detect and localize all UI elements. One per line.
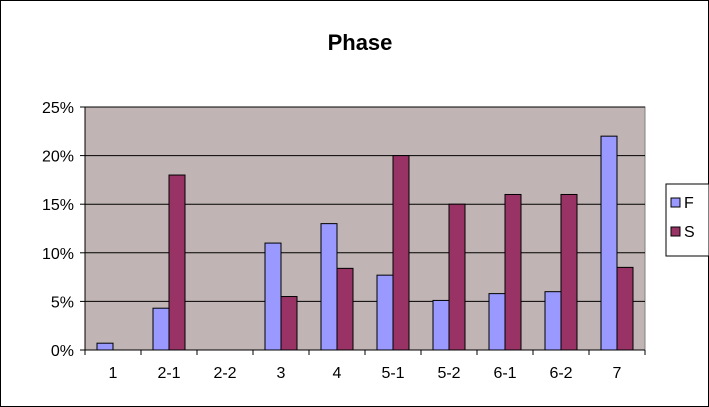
- x-axis-ticks: 1 2-1 2-2 3 4 5-1 5-2 6-1 6-2 7: [84, 350, 646, 382]
- x-tick-label: 1: [109, 365, 118, 382]
- bar-f-6-1: [488, 293, 506, 351]
- y-axis-ticks: 0% 5% 10% 15% 20% 25%: [42, 100, 85, 360]
- bar-s-5-2: [448, 203, 466, 351]
- legend-swatch-s: [670, 226, 681, 237]
- y-tick-label: 20%: [42, 149, 74, 166]
- legend-label-f: F: [684, 195, 694, 212]
- bar-f-2-1: [152, 307, 170, 351]
- legend-label-s: S: [684, 224, 695, 241]
- legend-box: [665, 183, 709, 257]
- x-tick-label: 6-2: [549, 365, 572, 382]
- x-tick-label: 7: [613, 365, 622, 382]
- x-tick-label: 2-1: [157, 365, 180, 382]
- legend: FS: [665, 183, 709, 257]
- x-tick-label: 2-2: [213, 365, 236, 382]
- y-tick-label: 0%: [51, 343, 74, 360]
- bar-f-5-2: [432, 299, 450, 351]
- bar-s-2-1: [168, 174, 186, 351]
- bar-f-7: [600, 135, 618, 351]
- bar-f-1: [96, 342, 114, 351]
- bar-f-3: [264, 242, 282, 351]
- bar-f-5-1: [376, 274, 394, 351]
- x-tick-label: 5-2: [437, 365, 460, 382]
- y-tick-label: 15%: [42, 197, 74, 214]
- y-tick-label: 5%: [51, 294, 74, 311]
- x-tick-label: 3: [277, 365, 286, 382]
- x-tick-label: 6-1: [493, 365, 516, 382]
- bar-s-3: [280, 296, 298, 351]
- bar-s-7: [616, 266, 634, 351]
- bar-s-6-1: [504, 193, 522, 351]
- x-tick-label: 5-1: [381, 365, 404, 382]
- bar-s-6-2: [560, 193, 578, 351]
- chart-title: Phase: [328, 30, 393, 55]
- bar-f-4: [320, 223, 338, 351]
- y-tick-label: 25%: [42, 100, 74, 117]
- x-tick-label: 4: [333, 365, 342, 382]
- y-tick-label: 10%: [42, 246, 74, 263]
- bar-s-4: [336, 267, 354, 351]
- bar-f-6-2: [544, 291, 562, 351]
- bars: [96, 135, 634, 351]
- bar-s-5-1: [392, 155, 410, 351]
- legend-swatch-f: [670, 197, 681, 208]
